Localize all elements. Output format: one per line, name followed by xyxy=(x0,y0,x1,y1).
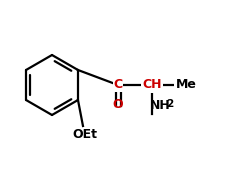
Text: C: C xyxy=(113,78,123,91)
Text: 2: 2 xyxy=(166,99,173,109)
Text: CH: CH xyxy=(142,78,162,91)
Text: NH: NH xyxy=(150,99,171,112)
Text: Me: Me xyxy=(176,78,196,91)
Text: O: O xyxy=(113,98,123,111)
Text: OEt: OEt xyxy=(73,128,97,141)
